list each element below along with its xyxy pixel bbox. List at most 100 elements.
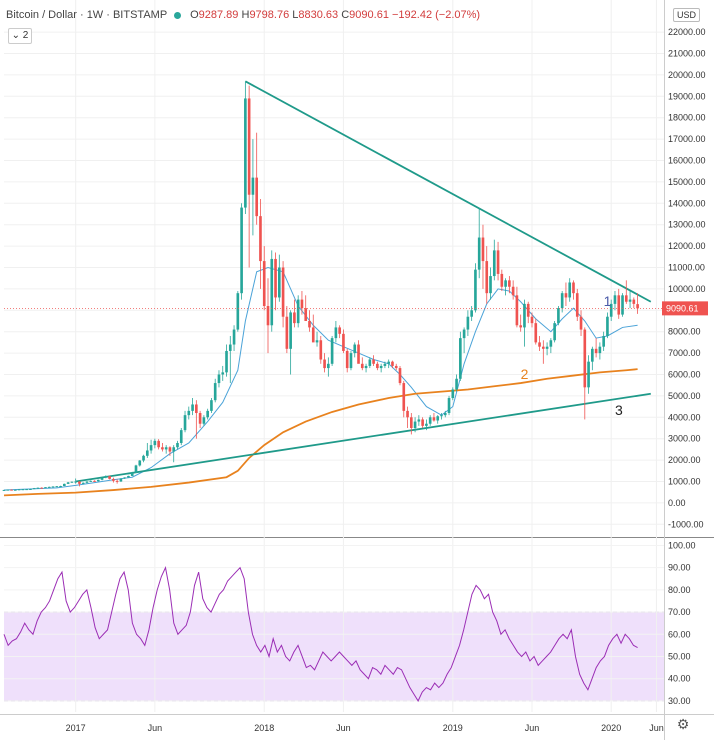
- indicator-toggle-button[interactable]: ⌄ 2: [8, 28, 32, 44]
- candle: [364, 363, 368, 373]
- candle-body: [172, 447, 176, 452]
- candle: [398, 365, 402, 386]
- candle-body: [474, 269, 477, 311]
- candle-body: [579, 316, 583, 330]
- candle: [93, 480, 96, 482]
- candle-body: [59, 485, 62, 487]
- candle: [636, 293, 639, 314]
- candle: [613, 291, 617, 311]
- candle: [500, 269, 504, 292]
- currency-label[interactable]: USD: [672, 8, 700, 22]
- candle-body: [168, 447, 172, 452]
- candle-body: [36, 487, 40, 489]
- candle-body: [40, 487, 44, 489]
- candle: [236, 291, 240, 332]
- support-trendline: [75, 392, 651, 483]
- candle: [47, 486, 51, 488]
- candle-body: [466, 316, 470, 330]
- candle: [538, 335, 541, 351]
- x-tick-label: 2017: [66, 723, 86, 733]
- candle: [81, 482, 85, 485]
- candle-body: [277, 267, 281, 298]
- candle: [308, 310, 311, 332]
- candle: [330, 335, 334, 366]
- candle: [481, 224, 485, 289]
- candle: [579, 310, 583, 336]
- high-key: H: [241, 9, 250, 21]
- candle-body: [489, 276, 492, 294]
- candle: [157, 439, 160, 450]
- annotation-label: 3: [615, 402, 623, 418]
- candle-body: [417, 419, 421, 422]
- candle-body: [32, 488, 36, 490]
- x-tick-label: Jun: [649, 723, 664, 733]
- candle-body: [500, 273, 504, 287]
- candle: [523, 299, 526, 347]
- candle-body: [198, 413, 202, 424]
- candle: [443, 410, 447, 418]
- candle: [32, 487, 36, 490]
- candle-body: [545, 346, 549, 349]
- candle-body: [206, 410, 209, 418]
- candle-body: [330, 338, 334, 364]
- symbol-title[interactable]: Bitcoin / Dollar · 1W · BITSTAMP: [6, 9, 167, 21]
- candle-body: [515, 295, 519, 326]
- candle-body: [161, 447, 164, 450]
- candle-body: [455, 378, 458, 390]
- candle-body: [459, 338, 462, 379]
- candle: [455, 374, 458, 392]
- candle-body: [63, 483, 66, 486]
- candle-body: [591, 348, 594, 362]
- candle-body: [138, 460, 142, 466]
- y-tick-label: 3000.00: [668, 434, 701, 444]
- candle: [59, 485, 62, 487]
- candle: [315, 331, 319, 347]
- candle: [153, 438, 157, 449]
- candle: [304, 295, 308, 321]
- high-value: 9798.76: [249, 9, 290, 21]
- candle: [285, 306, 289, 354]
- candle-body: [149, 445, 153, 451]
- candle: [459, 331, 462, 381]
- candle-body: [413, 421, 417, 428]
- candle-body: [217, 374, 221, 384]
- candle: [353, 342, 357, 358]
- candle: [198, 410, 202, 428]
- candle-body: [236, 293, 240, 330]
- candle-body: [436, 416, 440, 421]
- candle-body: [308, 321, 311, 328]
- y-tick-label: 15000.00: [668, 177, 706, 187]
- y-tick-label: 12000.00: [668, 241, 706, 251]
- gear-icon[interactable]: ⚙: [676, 717, 690, 733]
- candle: [251, 139, 255, 236]
- candle: [206, 408, 209, 420]
- candle-body: [191, 404, 194, 411]
- candle: [202, 415, 206, 426]
- candle: [447, 395, 451, 416]
- candle-body: [440, 415, 443, 417]
- candle: [78, 481, 81, 487]
- candle: [70, 481, 74, 483]
- candle: [594, 338, 598, 358]
- candle-body: [342, 333, 345, 351]
- candle-body: [210, 400, 213, 411]
- candle: [112, 477, 115, 483]
- candle-body: [549, 340, 553, 347]
- candle: [123, 477, 127, 479]
- last-price-tag: [662, 301, 708, 316]
- candle-body: [164, 447, 168, 450]
- y-tick-label: 0.00: [668, 498, 686, 508]
- candle-body: [244, 98, 247, 208]
- candle: [281, 261, 285, 328]
- candle-body: [55, 486, 59, 488]
- candle-body: [485, 261, 489, 294]
- candle-body: [568, 282, 572, 298]
- y-tick-label: 21000.00: [668, 49, 706, 59]
- candle: [164, 445, 168, 454]
- candle: [519, 314, 523, 332]
- y-tick-label: 4000.00: [668, 412, 701, 422]
- candle-body: [334, 327, 338, 339]
- candle-body: [285, 316, 289, 349]
- x-tick-label: 2019: [443, 723, 463, 733]
